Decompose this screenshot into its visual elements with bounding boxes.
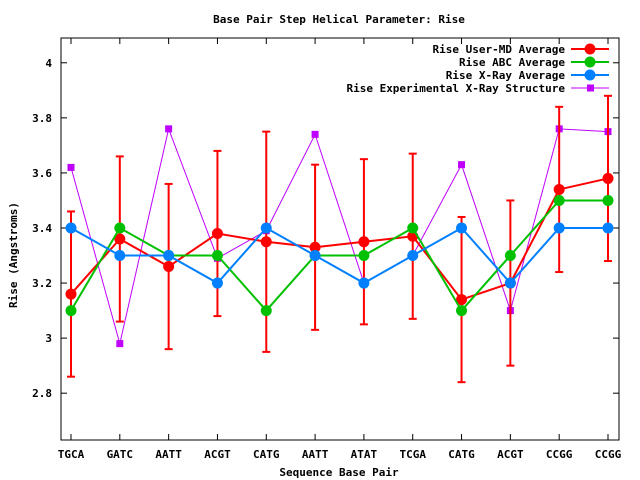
data-point [602, 222, 614, 234]
x-tick-label: TCGA [399, 448, 426, 461]
series-line [70, 199, 608, 313]
data-point [553, 222, 565, 234]
data-point [504, 277, 516, 289]
data-point [358, 236, 370, 248]
legend-marker [584, 69, 596, 81]
data-point [114, 250, 126, 262]
data-point [309, 241, 321, 253]
data-point [458, 161, 466, 169]
legend-marker [584, 56, 596, 68]
data-point [456, 222, 468, 234]
data-point [65, 288, 77, 300]
x-tick-label: AATT [155, 448, 182, 461]
y-tick-label: 3.8 [32, 112, 52, 125]
data-point [407, 222, 419, 234]
plot-frame [60, 37, 620, 441]
y-tick-label: 2.8 [32, 387, 52, 400]
legend-label: Rise Experimental X-Ray Structure [346, 82, 565, 95]
data-point [67, 163, 75, 171]
series-3 [65, 222, 614, 289]
data-point [407, 250, 419, 262]
data-point [456, 294, 468, 306]
legend-label: Rise ABC Average [459, 56, 565, 69]
legend-label: Rise X-Ray Average [446, 69, 566, 82]
data-point [602, 194, 614, 206]
x-tick-label: CCGG [595, 448, 622, 461]
x-tick-label: GATC [107, 448, 134, 461]
data-point [602, 172, 614, 184]
axis-ticks: 2.8 3 3.2 3.4 3.6 3.8 4 TGCA GATC AATT ACGT CATG AAT… [32, 38, 622, 461]
data-point [553, 183, 565, 195]
data-point [456, 305, 468, 317]
x-tick-label: ACGT [204, 448, 231, 461]
data-point [260, 222, 272, 234]
data-point [260, 305, 272, 317]
y-tick-label: 3.6 [32, 167, 52, 180]
series-4 [67, 125, 612, 348]
data-point [65, 305, 77, 317]
x-tick-label: ACGT [497, 448, 524, 461]
series-1 [65, 94, 614, 384]
data-point [309, 250, 321, 262]
data-point [311, 130, 319, 138]
data-point [165, 125, 173, 133]
y-axis-label: Rise (Angstroms) [7, 202, 20, 308]
data-point [114, 233, 126, 245]
data-point [260, 236, 272, 248]
series-line [70, 127, 609, 344]
data-point [358, 277, 370, 289]
data-point [358, 250, 370, 262]
x-axis-label: Sequence Base Pair [279, 466, 399, 479]
x-tick-label: CATG [253, 448, 280, 461]
x-tick-label: CATG [448, 448, 475, 461]
series-line [70, 177, 609, 301]
legend-marker [587, 84, 594, 92]
y-tick-label: 3.4 [32, 222, 52, 235]
legend-marker [584, 43, 596, 55]
chart-title: Base Pair Step Helical Parameter: Rise [213, 13, 465, 26]
data-point [116, 340, 124, 348]
data-point [211, 277, 223, 289]
data-point [114, 222, 126, 234]
x-tick-label: CCGG [546, 448, 573, 461]
data-point [163, 261, 175, 273]
series-layer [65, 94, 614, 384]
data-point [211, 250, 223, 262]
y-tick-label: 3 [45, 332, 52, 345]
data-point [553, 194, 565, 206]
x-tick-label: AATT [302, 448, 329, 461]
y-tick-label: 4 [45, 57, 52, 70]
legend-label: Rise User-MD Average [433, 43, 566, 56]
x-tick-label: ATAT [351, 448, 378, 461]
x-tick-label: TGCA [58, 448, 85, 461]
data-point [163, 250, 175, 262]
data-point [65, 222, 77, 234]
series-line [70, 226, 608, 285]
data-point [504, 250, 516, 262]
y-tick-label: 3.2 [32, 277, 52, 290]
data-point [211, 227, 223, 239]
